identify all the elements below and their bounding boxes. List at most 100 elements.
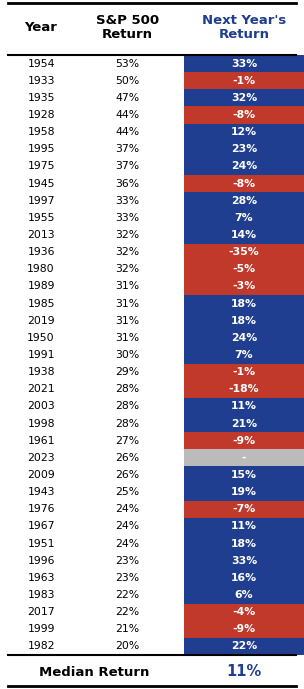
Text: 18%: 18%: [231, 539, 257, 548]
Text: 2009: 2009: [27, 470, 55, 480]
Text: 1985: 1985: [27, 298, 55, 309]
Text: 18%: 18%: [231, 298, 257, 309]
Text: 11%: 11%: [226, 664, 261, 679]
Text: 1996: 1996: [27, 556, 55, 566]
Text: 1976: 1976: [27, 504, 55, 514]
Text: 11%: 11%: [231, 522, 257, 531]
Bar: [184, 175, 304, 192]
Text: 24%: 24%: [231, 161, 257, 172]
Bar: [184, 244, 304, 260]
Text: 25%: 25%: [116, 487, 140, 497]
Text: 32%: 32%: [116, 247, 140, 257]
Text: 1967: 1967: [27, 522, 55, 531]
Bar: [184, 604, 304, 621]
Bar: [184, 552, 304, 569]
Bar: [184, 501, 304, 518]
Text: 28%: 28%: [116, 419, 140, 429]
Text: 24%: 24%: [116, 504, 140, 514]
Text: 33%: 33%: [116, 213, 140, 223]
Bar: [184, 621, 304, 638]
Text: -1%: -1%: [232, 76, 256, 85]
Text: -8%: -8%: [232, 110, 256, 120]
Text: 1975: 1975: [27, 161, 55, 172]
Text: 1997: 1997: [27, 196, 55, 206]
Text: 30%: 30%: [116, 350, 140, 360]
Text: 1955: 1955: [27, 213, 55, 223]
Text: 2021: 2021: [27, 384, 55, 394]
Text: 44%: 44%: [116, 127, 140, 137]
Text: 12%: 12%: [231, 127, 257, 137]
Text: 50%: 50%: [116, 76, 140, 85]
Text: Year: Year: [25, 21, 57, 34]
Text: Next Year's
Return: Next Year's Return: [202, 14, 286, 41]
Text: 1951: 1951: [27, 539, 55, 548]
Bar: [184, 329, 304, 347]
Text: 23%: 23%: [231, 144, 257, 154]
Text: 21%: 21%: [116, 624, 140, 635]
Text: 31%: 31%: [116, 281, 140, 291]
Text: 7%: 7%: [235, 213, 253, 223]
Text: 28%: 28%: [231, 196, 257, 206]
Bar: [184, 466, 304, 484]
Text: 7%: 7%: [235, 350, 253, 360]
Text: -18%: -18%: [229, 384, 259, 394]
Text: 32%: 32%: [116, 230, 140, 240]
Text: -3%: -3%: [232, 281, 256, 291]
Text: -7%: -7%: [232, 504, 256, 514]
Text: 1995: 1995: [27, 144, 55, 154]
Text: S&P 500
Return: S&P 500 Return: [96, 14, 159, 41]
Text: 1991: 1991: [27, 350, 55, 360]
Text: 1983: 1983: [27, 590, 55, 600]
Text: 1989: 1989: [27, 281, 55, 291]
Text: 31%: 31%: [116, 316, 140, 326]
Bar: [184, 449, 304, 466]
Text: 47%: 47%: [116, 93, 140, 103]
Bar: [184, 141, 304, 158]
Bar: [184, 209, 304, 227]
Bar: [184, 535, 304, 552]
Bar: [184, 415, 304, 432]
Text: 26%: 26%: [116, 470, 140, 480]
Text: 1961: 1961: [27, 435, 55, 446]
Bar: [184, 569, 304, 586]
Bar: [184, 398, 304, 415]
Bar: [184, 484, 304, 501]
Text: 28%: 28%: [116, 402, 140, 411]
Text: 53%: 53%: [116, 59, 140, 69]
Text: 28%: 28%: [116, 384, 140, 394]
Bar: [184, 381, 304, 398]
Text: 22%: 22%: [231, 641, 257, 651]
Text: 16%: 16%: [231, 573, 257, 583]
Text: 20%: 20%: [116, 641, 140, 651]
Bar: [184, 312, 304, 329]
Text: 27%: 27%: [116, 435, 140, 446]
Text: 1998: 1998: [27, 419, 55, 429]
Text: 11%: 11%: [231, 402, 257, 411]
Text: 2023: 2023: [27, 453, 55, 463]
Text: 19%: 19%: [231, 487, 257, 497]
Bar: [184, 638, 304, 655]
Text: 1950: 1950: [27, 333, 55, 343]
Text: 37%: 37%: [116, 161, 140, 172]
Text: 6%: 6%: [235, 590, 253, 600]
Text: 22%: 22%: [116, 590, 140, 600]
Text: 24%: 24%: [116, 539, 140, 548]
Text: 31%: 31%: [116, 298, 140, 309]
Text: 32%: 32%: [231, 93, 257, 103]
Text: 21%: 21%: [231, 419, 257, 429]
Bar: [184, 106, 304, 123]
Bar: [184, 432, 304, 449]
Bar: [184, 123, 304, 141]
Bar: [184, 158, 304, 175]
Text: 33%: 33%: [231, 556, 257, 566]
Text: 1963: 1963: [27, 573, 55, 583]
Bar: [184, 518, 304, 535]
Text: 1958: 1958: [27, 127, 55, 137]
Text: -9%: -9%: [232, 435, 256, 446]
Text: 1928: 1928: [27, 110, 55, 120]
Text: 1954: 1954: [27, 59, 55, 69]
Text: 36%: 36%: [116, 178, 140, 189]
Text: -8%: -8%: [232, 178, 256, 189]
Bar: [184, 260, 304, 278]
Text: 23%: 23%: [116, 556, 140, 566]
